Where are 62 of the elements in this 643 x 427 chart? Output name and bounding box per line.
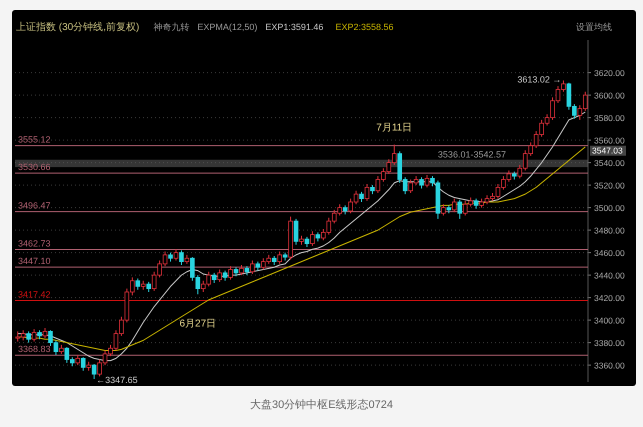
candlestick xyxy=(80,356,86,372)
ref-line-label: 3417.42 xyxy=(18,290,51,300)
candlestick xyxy=(304,236,310,248)
candlestick xyxy=(212,272,216,284)
candlestick xyxy=(32,328,36,342)
text: EXP2:3558.56 xyxy=(335,22,394,32)
candlestick xyxy=(250,260,255,274)
ref-line-label: 3368.83 xyxy=(18,344,51,354)
y-tick-label: 3400.00 xyxy=(594,316,625,326)
annotation: 3613.02 → xyxy=(517,74,562,84)
annotation: 6月27日 xyxy=(179,318,216,330)
y-tick-label: 3420.00 xyxy=(594,293,625,304)
candlestick xyxy=(457,199,462,220)
y-tick-label: 3360.00 xyxy=(594,360,625,371)
candlestick xyxy=(239,264,244,276)
ref-line-label: 3496.47 xyxy=(18,200,51,211)
annotation: ←3347.65 xyxy=(96,375,138,386)
y-tick-label: 3560.00 xyxy=(594,136,625,146)
candlestick xyxy=(26,330,31,344)
ref-line-label: 3530.66 xyxy=(18,162,51,172)
y-tick-label: 3460.00 xyxy=(594,248,625,258)
ref-line-label: 3555.12 xyxy=(18,134,51,145)
y-tick-label: 3580.00 xyxy=(594,113,625,124)
candlestick xyxy=(277,251,282,264)
candlestick xyxy=(359,191,364,202)
candlestick xyxy=(294,218,298,246)
candlestick xyxy=(75,354,80,366)
candlestick xyxy=(135,278,140,290)
ref-line-label: 3447.10 xyxy=(18,256,51,266)
annotation: 7月11日 xyxy=(376,122,412,134)
text: EXPMA(12,50) xyxy=(197,22,258,32)
candlestick xyxy=(452,198,457,213)
y-tick-label: 3540.00 xyxy=(594,158,625,168)
ref-line-label: 3462.73 xyxy=(18,238,51,249)
candlestick xyxy=(424,174,430,188)
candlestick xyxy=(441,204,446,216)
y-tick-label: 3500.00 xyxy=(594,203,625,214)
candlestick xyxy=(146,281,152,292)
y-tick-label: 3440.00 xyxy=(594,270,625,281)
text: 3547.03 xyxy=(592,146,623,156)
y-tick-label: 3380.00 xyxy=(594,338,625,348)
candlestick xyxy=(310,230,315,246)
candlestick xyxy=(179,250,184,266)
candlestick xyxy=(217,269,222,282)
candlestick xyxy=(364,184,370,202)
candlestick xyxy=(222,270,228,282)
candlestick xyxy=(42,328,48,339)
chart-subtitle: 上证指数 (30分钟线,前复权) xyxy=(16,21,140,33)
candlestick xyxy=(92,364,96,380)
text: 设置均线 xyxy=(576,22,612,32)
y-tick-label: 3480.00 xyxy=(594,226,625,236)
y-tick-label: 3620.00 xyxy=(594,68,625,78)
candlestick xyxy=(174,248,178,261)
candlestick xyxy=(419,176,424,189)
text: EXP1:3591.46 xyxy=(265,22,324,32)
candlestick xyxy=(474,198,478,210)
candlestick xyxy=(228,266,233,280)
text: 大盘30分钟中枢E线形态0724 xyxy=(250,398,394,411)
y-tick-label: 3520.00 xyxy=(594,180,625,191)
band-label: 3536.01-3542.57 xyxy=(438,150,506,160)
text: 神奇九转 xyxy=(153,22,190,32)
y-tick-label: 3600.00 xyxy=(594,90,625,101)
